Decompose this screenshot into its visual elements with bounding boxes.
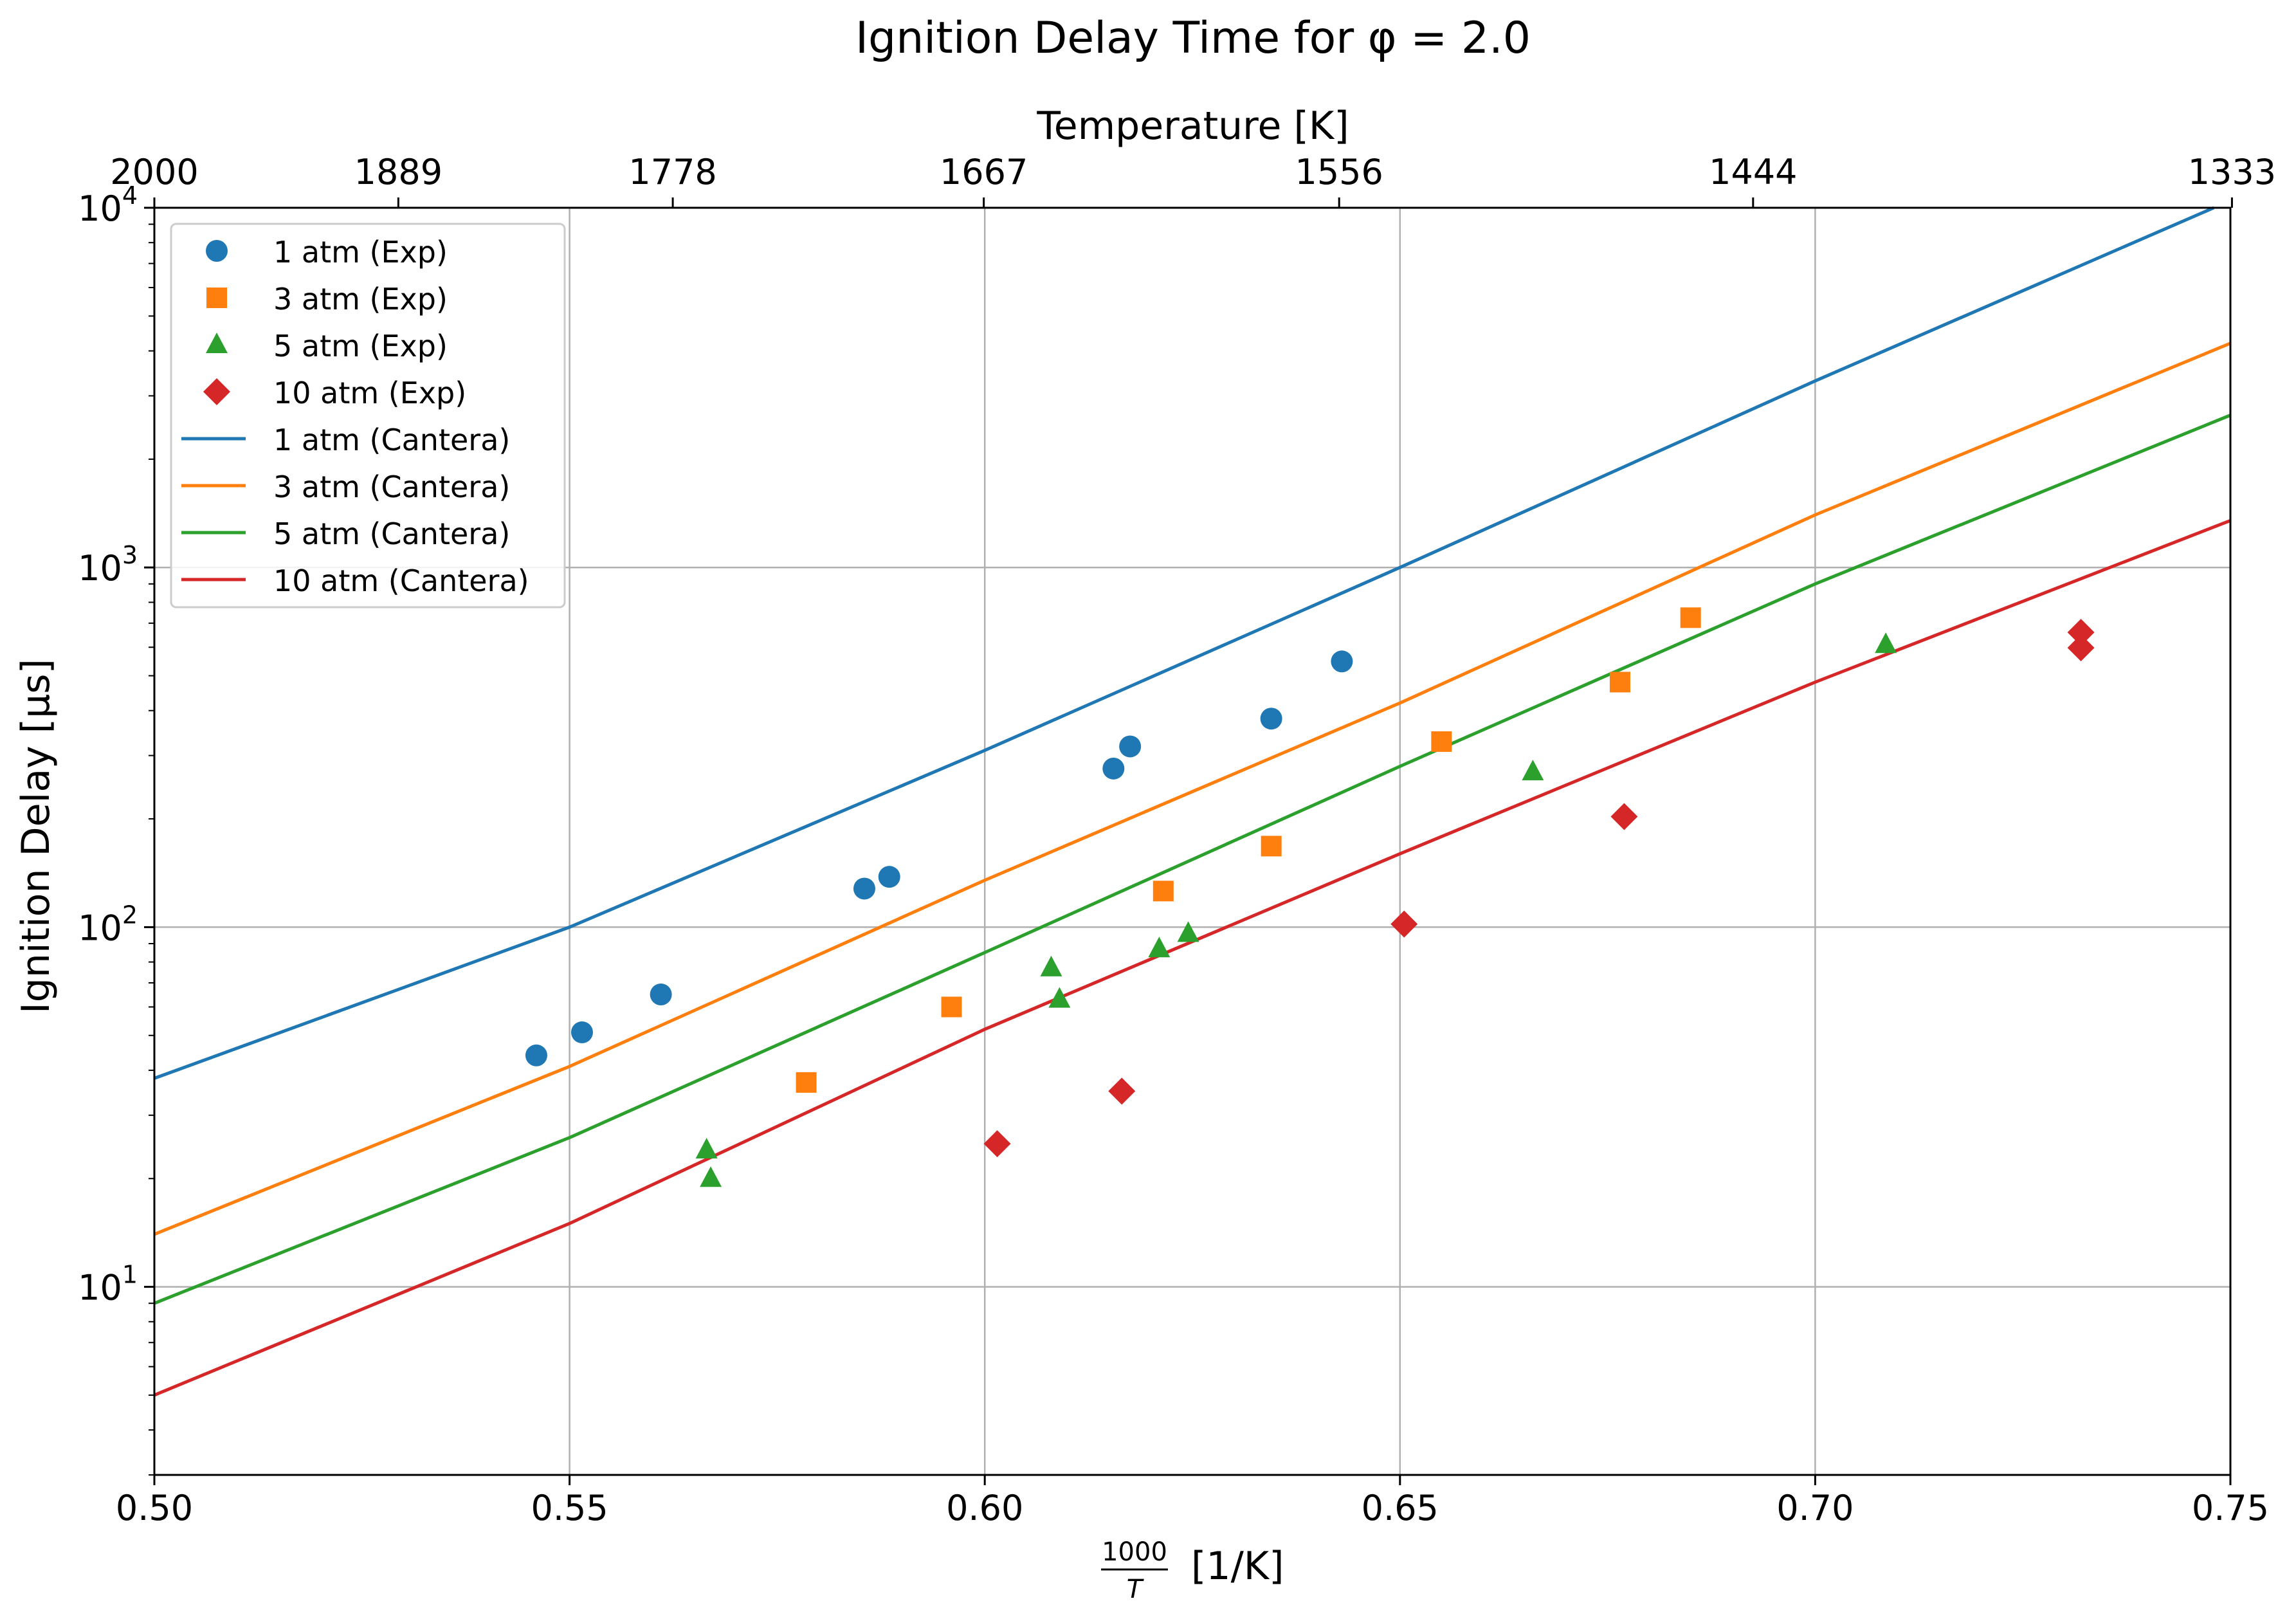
axes bbox=[144, 197, 2233, 1485]
y-tick-label: 103 bbox=[78, 541, 138, 589]
top-axis-label: Temperature [K] bbox=[1036, 104, 1349, 149]
data-point bbox=[1102, 757, 1125, 780]
top-tick-label: 1667 bbox=[940, 152, 1028, 192]
y-tick-label: 104 bbox=[78, 181, 138, 229]
data-point bbox=[853, 877, 875, 900]
data-point bbox=[1390, 910, 1418, 938]
experimental-points bbox=[525, 607, 2095, 1187]
data-point bbox=[2067, 619, 2095, 646]
data-point bbox=[1431, 731, 1452, 752]
data-point bbox=[1153, 881, 1174, 902]
y-axis-label: Ignition Delay [μs] bbox=[14, 659, 59, 1014]
data-point bbox=[983, 1130, 1011, 1158]
top-tick-label: 2000 bbox=[110, 152, 198, 192]
top-tick-label: 1889 bbox=[354, 152, 442, 192]
top-tick-label: 1444 bbox=[1709, 152, 1797, 192]
data-point bbox=[1040, 955, 1062, 976]
x-tick-label: 0.65 bbox=[1362, 1488, 1439, 1528]
data-point bbox=[796, 1072, 817, 1093]
legend-label: 1 atm (Cantera) bbox=[273, 423, 510, 457]
legend-box bbox=[170, 223, 566, 608]
legend-marker bbox=[206, 288, 227, 308]
tick-labels: 0.50 0.55 0.60 0.65 0.70 0.75 2000 1889 1778 1667… bbox=[78, 152, 2276, 1528]
data-point bbox=[1261, 836, 1282, 857]
data-point bbox=[700, 1166, 722, 1187]
data-point bbox=[695, 1137, 718, 1158]
legend-marker bbox=[203, 378, 230, 405]
chart-title: Ignition Delay Time for φ = 2.0 bbox=[855, 13, 1531, 64]
x-tick-label: 0.50 bbox=[116, 1488, 193, 1528]
legend-label: 3 atm (Exp) bbox=[273, 282, 448, 316]
data-point bbox=[2067, 634, 2095, 662]
legend-label: 1 atm (Exp) bbox=[273, 235, 448, 270]
top-tick-label: 1556 bbox=[1295, 152, 1383, 192]
y-tick-label: 101 bbox=[78, 1261, 138, 1308]
data-point bbox=[1680, 607, 1701, 628]
plot-frame bbox=[153, 206, 2232, 1476]
data-point bbox=[570, 1021, 593, 1043]
data-point bbox=[525, 1044, 547, 1066]
legend: 1 atm (Exp) 3 atm (Exp) 5 atm (Exp) 10 atm … bbox=[170, 223, 566, 608]
model-curve-line bbox=[154, 414, 2231, 1305]
model-curve-line bbox=[154, 206, 2215, 1080]
legend-marker bbox=[206, 240, 228, 262]
model-curve-line bbox=[154, 342, 2231, 1236]
data-point bbox=[1119, 735, 1142, 758]
data-point bbox=[1177, 921, 1199, 942]
top-tick-label: 1333 bbox=[2188, 152, 2276, 192]
data-point bbox=[1048, 987, 1071, 1008]
data-point bbox=[1522, 760, 1544, 781]
data-point bbox=[1609, 672, 1630, 693]
data-point bbox=[1260, 708, 1282, 730]
data-point bbox=[650, 983, 672, 1006]
x-axis-label-numerator: 1000 bbox=[1102, 1537, 1167, 1567]
data-point bbox=[1610, 803, 1638, 830]
x-tick-label: 0.70 bbox=[1776, 1488, 1854, 1528]
top-tick-label: 1778 bbox=[628, 152, 716, 192]
x-tick-label: 0.60 bbox=[946, 1488, 1023, 1528]
y-tick-label: 102 bbox=[78, 901, 138, 948]
x-axis-label: 1000 T [1/K] bbox=[1101, 1537, 1284, 1604]
data-point bbox=[941, 996, 962, 1018]
x-tick-label: 0.75 bbox=[2192, 1488, 2269, 1528]
x-axis-label-unit: [1/K] bbox=[1191, 1544, 1284, 1589]
legend-label: 3 atm (Cantera) bbox=[273, 470, 510, 504]
legend-label: 10 atm (Cantera) bbox=[273, 563, 529, 598]
data-point bbox=[1108, 1077, 1136, 1105]
data-point bbox=[1148, 937, 1171, 958]
data-point bbox=[1875, 632, 1897, 654]
data-point bbox=[878, 866, 900, 888]
legend-label: 5 atm (Exp) bbox=[273, 329, 448, 363]
x-tick-label: 0.55 bbox=[531, 1488, 608, 1528]
legend-marker bbox=[206, 333, 228, 353]
legend-label: 10 atm (Exp) bbox=[273, 376, 466, 410]
legend-label: 5 atm (Cantera) bbox=[273, 517, 510, 551]
x-axis-label-denominator: T bbox=[1127, 1575, 1145, 1604]
data-point bbox=[1331, 650, 1353, 673]
